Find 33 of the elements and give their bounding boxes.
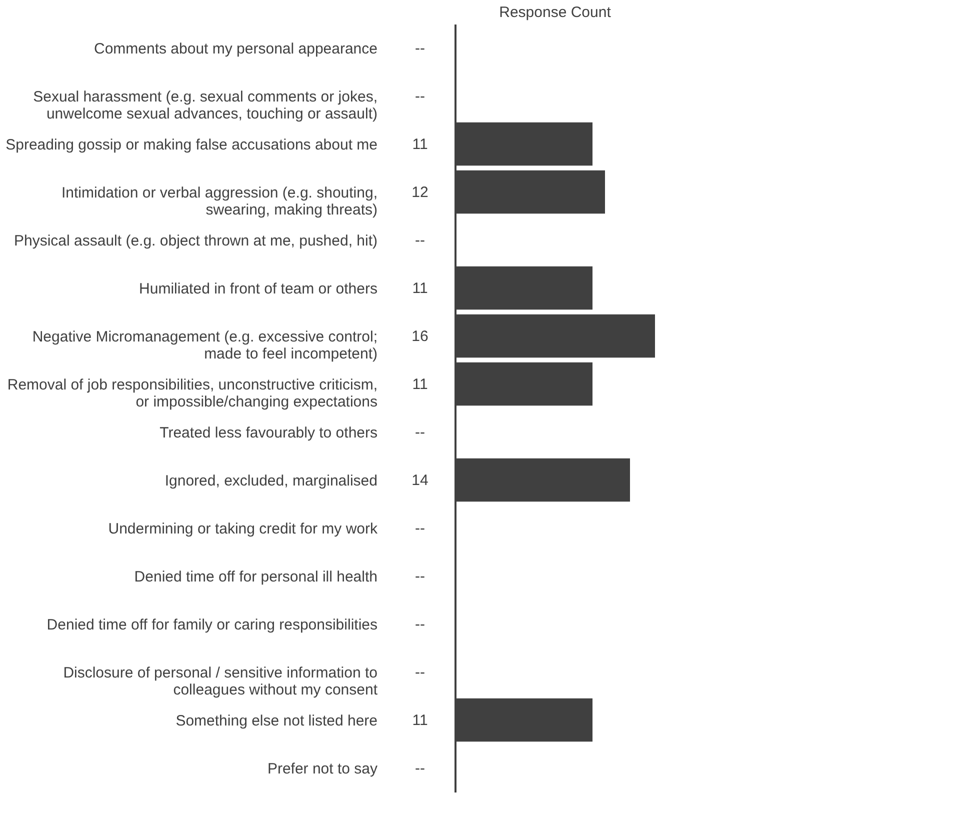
y-tick-label: Denied time off for personal ill health — [134, 568, 378, 586]
data-label: 16 — [412, 328, 428, 345]
y-tick-label: Removal of job responsibilities, unconstructive criticism, or impossible/changing expectations — [7, 376, 378, 410]
text: -- — [415, 616, 425, 633]
y-tick-label: Treated less favourably to others — [160, 424, 378, 442]
text: -- — [415, 424, 425, 441]
y-tick-label: Negative Micromanagement (e.g. excessive control; made to feel incompetent) — [32, 328, 378, 362]
text: -- — [415, 232, 425, 249]
y-tick-label: Physical assault (e.g. object thrown at me, pushed, hit) — [14, 232, 378, 250]
text: -- — [415, 664, 425, 681]
y-tick-label: Humiliated in front of team or others — [139, 280, 378, 298]
text: -- — [415, 760, 425, 777]
y-tick-label: Spreading gossip or making false accusations about me — [6, 136, 378, 154]
data-label: 11 — [412, 376, 428, 393]
y-tick-label: Something else not listed here — [176, 712, 378, 730]
data-label: 11 — [412, 280, 428, 297]
y-tick-label: Undermining or taking credit for my work — [108, 520, 378, 538]
data-label: 14 — [412, 472, 428, 489]
y-tick-label: Disclosure of personal / sensitive information to colleagues without my consent — [63, 664, 378, 698]
text: -- — [415, 568, 425, 585]
y-tick-label: Denied time off for family or caring responsibilities — [46, 616, 378, 634]
y-tick-label: Comments about my personal appearance — [94, 40, 378, 58]
y-tick-label: Prefer not to say — [267, 760, 378, 778]
chart-title: Response Count — [499, 4, 612, 21]
data-label: 12 — [412, 184, 428, 201]
text: -- — [415, 40, 425, 57]
data-label: 11 — [412, 136, 428, 153]
y-tick-label: Ignored, excluded, marginalised — [164, 472, 378, 490]
y-tick-label: Sexual harassment (e.g. sexual comments or jokes, unwelcome sexual advances, touching or assault) — [33, 88, 378, 122]
text: -- — [415, 88, 425, 105]
data-label: 11 — [412, 712, 428, 729]
text: -- — [415, 520, 425, 537]
y-tick-label: Intimidation or verbal aggression (e.g. shouting, swearing, making threats) — [61, 184, 378, 218]
